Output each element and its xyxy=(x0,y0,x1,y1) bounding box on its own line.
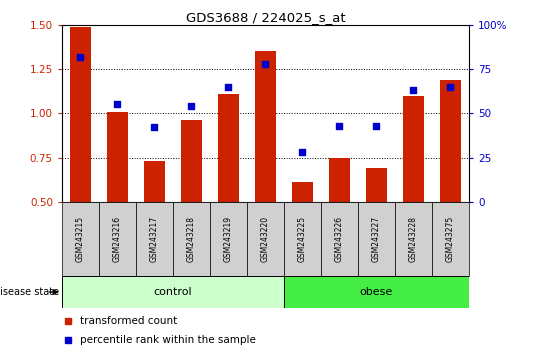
Bar xyxy=(321,202,358,276)
Text: GSM243227: GSM243227 xyxy=(372,216,381,262)
Point xyxy=(372,123,381,129)
Bar xyxy=(329,158,350,202)
Text: GSM243219: GSM243219 xyxy=(224,216,233,262)
Text: GSM243218: GSM243218 xyxy=(187,216,196,262)
Bar xyxy=(292,182,313,202)
Title: GDS3688 / 224025_s_at: GDS3688 / 224025_s_at xyxy=(185,11,345,24)
Text: disease state: disease state xyxy=(0,287,59,297)
Bar xyxy=(403,96,424,202)
Bar xyxy=(247,202,284,276)
Bar xyxy=(173,202,210,276)
Point xyxy=(261,61,270,67)
Bar xyxy=(367,168,386,202)
Text: GSM243225: GSM243225 xyxy=(298,216,307,262)
Bar xyxy=(210,202,247,276)
Point xyxy=(298,149,307,155)
Point xyxy=(76,54,85,59)
Bar xyxy=(181,120,202,202)
Text: control: control xyxy=(154,287,192,297)
Point xyxy=(113,102,122,107)
Bar xyxy=(107,112,128,202)
Text: obese: obese xyxy=(360,287,393,297)
Bar xyxy=(255,51,275,202)
Point xyxy=(446,84,455,90)
Bar xyxy=(440,80,461,202)
Bar xyxy=(395,202,432,276)
Bar xyxy=(62,202,99,276)
Bar xyxy=(284,202,321,276)
Text: percentile rank within the sample: percentile rank within the sample xyxy=(80,335,256,345)
Text: GSM243216: GSM243216 xyxy=(113,216,122,262)
Bar xyxy=(144,161,164,202)
Text: GSM243220: GSM243220 xyxy=(261,216,270,262)
Bar xyxy=(70,27,91,202)
Bar xyxy=(358,202,395,276)
Text: GSM243215: GSM243215 xyxy=(76,216,85,262)
Text: GSM243228: GSM243228 xyxy=(409,216,418,262)
Point xyxy=(187,103,196,109)
Bar xyxy=(218,94,239,202)
Text: GSM243275: GSM243275 xyxy=(446,216,455,262)
Text: transformed count: transformed count xyxy=(80,316,177,326)
Bar xyxy=(136,202,173,276)
Bar xyxy=(432,202,469,276)
Point xyxy=(409,87,418,93)
Point xyxy=(150,125,159,130)
Point xyxy=(224,84,233,90)
Bar xyxy=(99,202,136,276)
Point xyxy=(335,123,344,129)
Text: GSM243226: GSM243226 xyxy=(335,216,344,262)
Text: GSM243217: GSM243217 xyxy=(150,216,159,262)
Bar xyxy=(284,276,469,308)
Bar xyxy=(62,276,284,308)
